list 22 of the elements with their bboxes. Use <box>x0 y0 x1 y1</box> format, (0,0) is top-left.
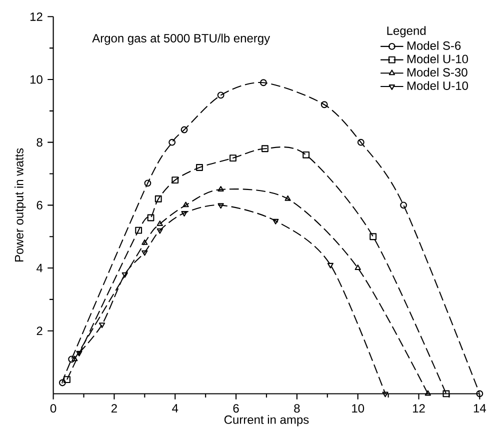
x-tick-label: 2 <box>111 404 117 412</box>
legend-label: Model U-10 <box>407 54 468 64</box>
legend-label: Model S-6 <box>407 40 461 50</box>
x-tick-label: 14 <box>474 404 486 412</box>
x-tick-label: 6 <box>233 404 239 412</box>
y-tick-label: 4 <box>36 264 43 272</box>
legend-label: Model U-10 <box>407 80 468 90</box>
y-tick-label: 6 <box>36 200 42 210</box>
y-tick-label: 2 <box>36 326 42 335</box>
y-axis-title: Power output in watts <box>14 148 26 262</box>
y-tick-label: 12 <box>30 12 42 21</box>
x-axis-title: Current in amps <box>224 414 309 426</box>
x-tick-label: 8 <box>294 404 300 412</box>
x-tick-label: 4 <box>172 404 178 412</box>
x-tick-label: 10 <box>352 404 364 412</box>
y-tick-label: 10 <box>30 75 42 84</box>
y-tick-label: 8 <box>36 138 42 146</box>
text: Argon gas at 5000 BTU/lb energy <box>92 34 270 45</box>
legend-title: Legend <box>387 26 426 38</box>
x-tick-label: 0 <box>50 404 56 412</box>
x-tick-label: 12 <box>413 404 425 412</box>
legend-label: Model S-30 <box>407 68 468 76</box>
